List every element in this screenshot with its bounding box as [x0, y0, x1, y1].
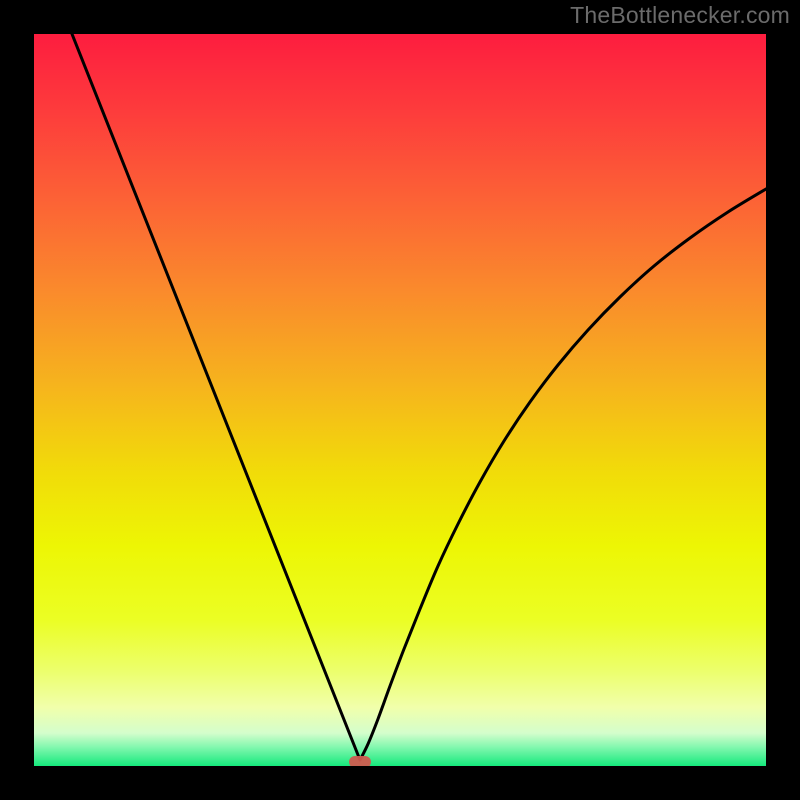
bottleneck-chart — [0, 0, 800, 800]
page-root: TheBottlenecker.com — [0, 0, 800, 800]
watermark-label: TheBottlenecker.com — [570, 2, 790, 29]
